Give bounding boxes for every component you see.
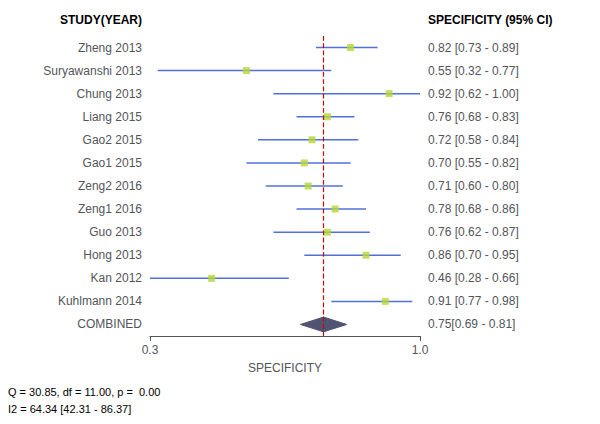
svg-text:Guo 2013: Guo 2013 [89,225,142,239]
svg-text:SPECIFICITY: SPECIFICITY [248,361,322,375]
svg-text:0.78 [0.68 - 0.86]: 0.78 [0.68 - 0.86] [428,202,519,216]
svg-text:0.91 [0.77 - 0.98]: 0.91 [0.77 - 0.98] [428,294,519,308]
svg-text:Chung 2013: Chung 2013 [77,87,143,101]
svg-text:0.92 [0.62 - 1.00]: 0.92 [0.62 - 1.00] [428,87,519,101]
svg-text:0.3: 0.3 [142,343,159,357]
svg-text:COMBINED: COMBINED [77,317,142,331]
svg-text:0.75[0.69 - 0.81]: 0.75[0.69 - 0.81] [428,317,515,331]
svg-text:Gao2 2015: Gao2 2015 [83,133,143,147]
svg-text:0.72 [0.58 - 0.84]: 0.72 [0.58 - 0.84] [428,133,519,147]
svg-text:Gao1 2015: Gao1 2015 [83,156,143,170]
svg-text:0.82 [0.73 - 0.89]: 0.82 [0.73 - 0.89] [428,41,519,55]
svg-text:STUDY(YEAR): STUDY(YEAR) [60,13,142,27]
svg-text:Kuhlmann 2014: Kuhlmann 2014 [58,294,142,308]
svg-text:0.70 [0.55 - 0.82]: 0.70 [0.55 - 0.82] [428,156,519,170]
svg-text:Suryawanshi 2013: Suryawanshi 2013 [43,64,142,78]
svg-text:0.46 [0.28 - 0.66]: 0.46 [0.28 - 0.66] [428,271,519,285]
svg-text:Q = 30.85, df = 11.00, p = 0.: Q = 30.85, df = 11.00, p = 0.00 [8,386,160,398]
svg-text:Kan 2012: Kan 2012 [91,271,143,285]
svg-text:1.0: 1.0 [412,343,429,357]
svg-text:Liang 2015: Liang 2015 [83,110,143,124]
svg-text:0.55 [0.32 - 0.77]: 0.55 [0.32 - 0.77] [428,64,519,78]
svg-text:0.86 [0.70 - 0.95]: 0.86 [0.70 - 0.95] [428,248,519,262]
svg-text:I2 = 64.34 [42.31 - 86.37]: I2 = 64.34 [42.31 - 86.37] [8,403,131,415]
svg-text:Zeng2 2016: Zeng2 2016 [78,179,142,193]
svg-text:SPECIFICITY (95% CI): SPECIFICITY (95% CI) [428,13,552,27]
svg-text:Hong 2013: Hong 2013 [83,248,142,262]
svg-text:Zheng 2013: Zheng 2013 [78,41,142,55]
svg-text:Zeng1 2016: Zeng1 2016 [78,202,142,216]
svg-text:0.76 [0.68 - 0.83]: 0.76 [0.68 - 0.83] [428,110,519,124]
svg-text:0.76 [0.62 - 0.87]: 0.76 [0.62 - 0.87] [428,225,519,239]
svg-text:0.71 [0.60 - 0.80]: 0.71 [0.60 - 0.80] [428,179,519,193]
